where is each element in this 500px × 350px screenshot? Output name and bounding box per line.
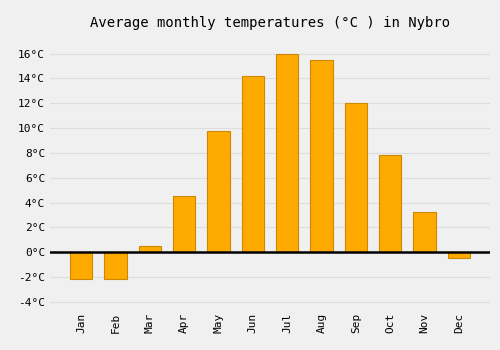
- Bar: [276, 54, 298, 252]
- Bar: [104, 252, 126, 279]
- Bar: [414, 212, 436, 252]
- Bar: [208, 131, 230, 252]
- Bar: [70, 252, 92, 279]
- Title: Average monthly temperatures (°C ) in Nybro: Average monthly temperatures (°C ) in Ny…: [90, 16, 450, 30]
- Bar: [448, 252, 470, 258]
- Bar: [310, 60, 332, 252]
- Bar: [173, 196, 196, 252]
- Bar: [379, 155, 402, 252]
- Bar: [138, 246, 161, 252]
- Bar: [344, 103, 367, 252]
- Bar: [242, 76, 264, 252]
